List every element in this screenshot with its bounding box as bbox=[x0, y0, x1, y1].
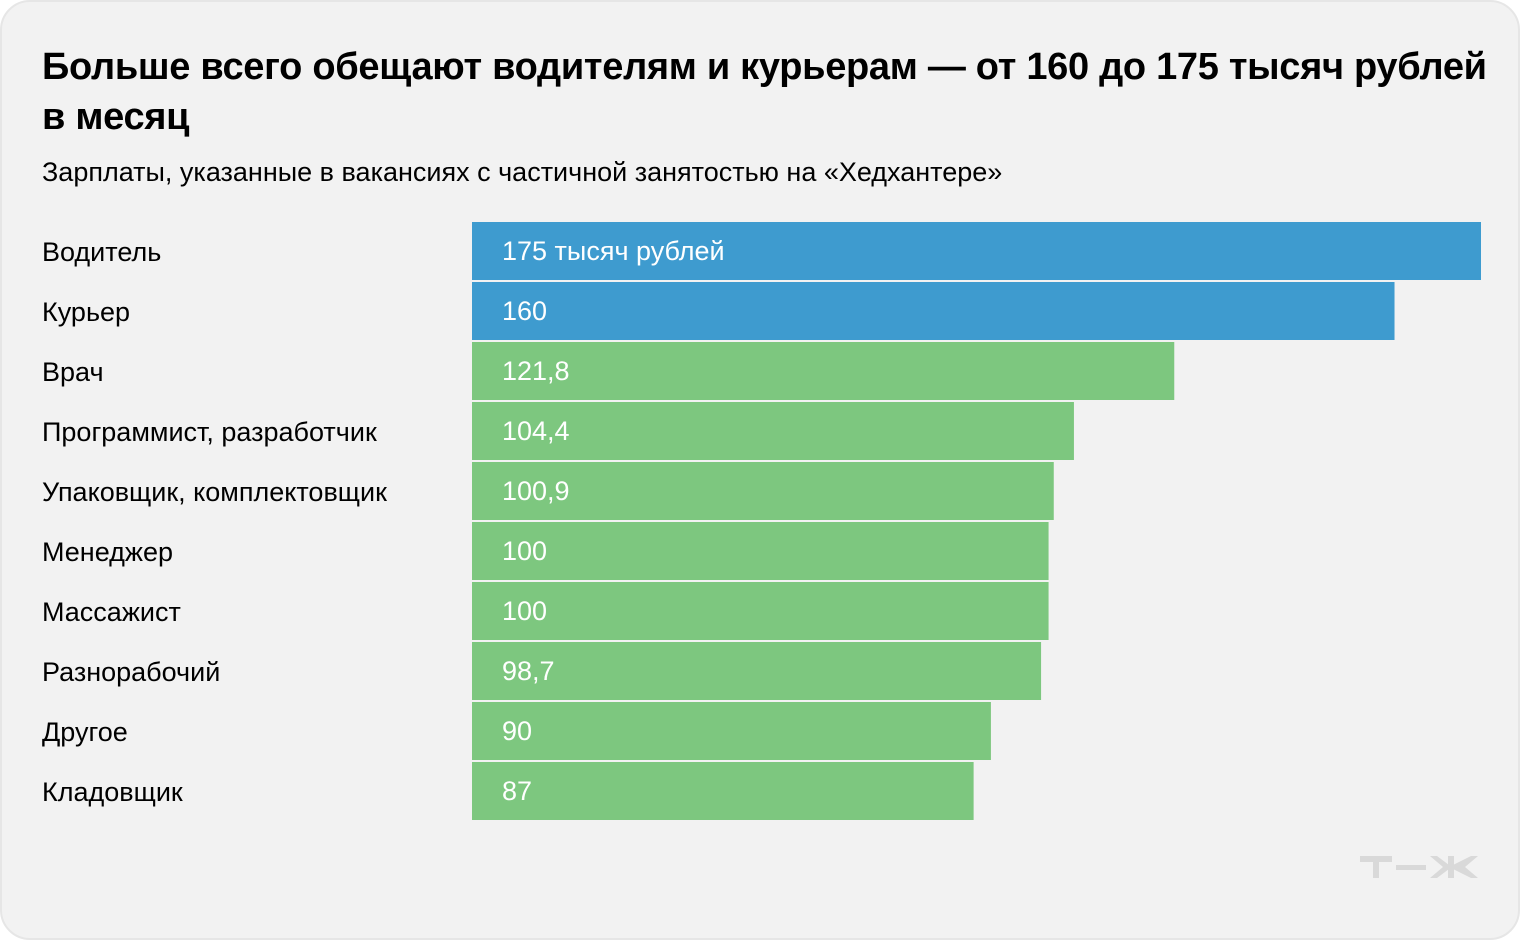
bar-value-label: 121,8 bbox=[502, 356, 570, 386]
bar-value-label: 87 bbox=[502, 776, 532, 806]
bar-value-label: 90 bbox=[502, 716, 532, 746]
category-label: Курьер bbox=[42, 297, 130, 327]
category-label: Упаковщик, комплектовщик bbox=[42, 477, 387, 507]
bar-value-label: 100,9 bbox=[502, 476, 570, 506]
bar-value-label: 175 тысяч рублей bbox=[502, 236, 725, 266]
bar-value-label: 160 bbox=[502, 296, 547, 326]
bar bbox=[472, 462, 1054, 520]
bar bbox=[472, 642, 1042, 700]
chart-subtitle: Зарплаты, указанные в вакансиях с частич… bbox=[42, 157, 1003, 187]
category-label: Разнорабочий bbox=[42, 657, 220, 687]
bar bbox=[472, 282, 1395, 340]
bar bbox=[472, 582, 1049, 640]
category-label: Водитель bbox=[42, 237, 161, 267]
category-label: Другое bbox=[42, 717, 128, 747]
bar bbox=[472, 762, 974, 820]
bar-value-label: 98,7 bbox=[502, 656, 555, 686]
category-label: Массажист bbox=[42, 597, 181, 627]
bar-value-label: 104,4 bbox=[502, 416, 570, 446]
tzh-logo bbox=[1360, 856, 1478, 878]
category-label: Менеджер bbox=[42, 537, 173, 567]
bar-value-label: 100 bbox=[502, 536, 547, 566]
category-label: Программист, разработчик bbox=[42, 417, 377, 447]
chart-title: Больше всего обещают водителям и курьера… bbox=[42, 46, 1487, 138]
bar bbox=[472, 222, 1481, 280]
category-label: Врач bbox=[42, 357, 104, 387]
bar bbox=[472, 402, 1074, 460]
bar-value-label: 100 bbox=[502, 596, 547, 626]
bar bbox=[472, 702, 991, 760]
bar bbox=[472, 522, 1049, 580]
category-label: Кладовщик bbox=[42, 777, 183, 807]
bar bbox=[472, 342, 1175, 400]
